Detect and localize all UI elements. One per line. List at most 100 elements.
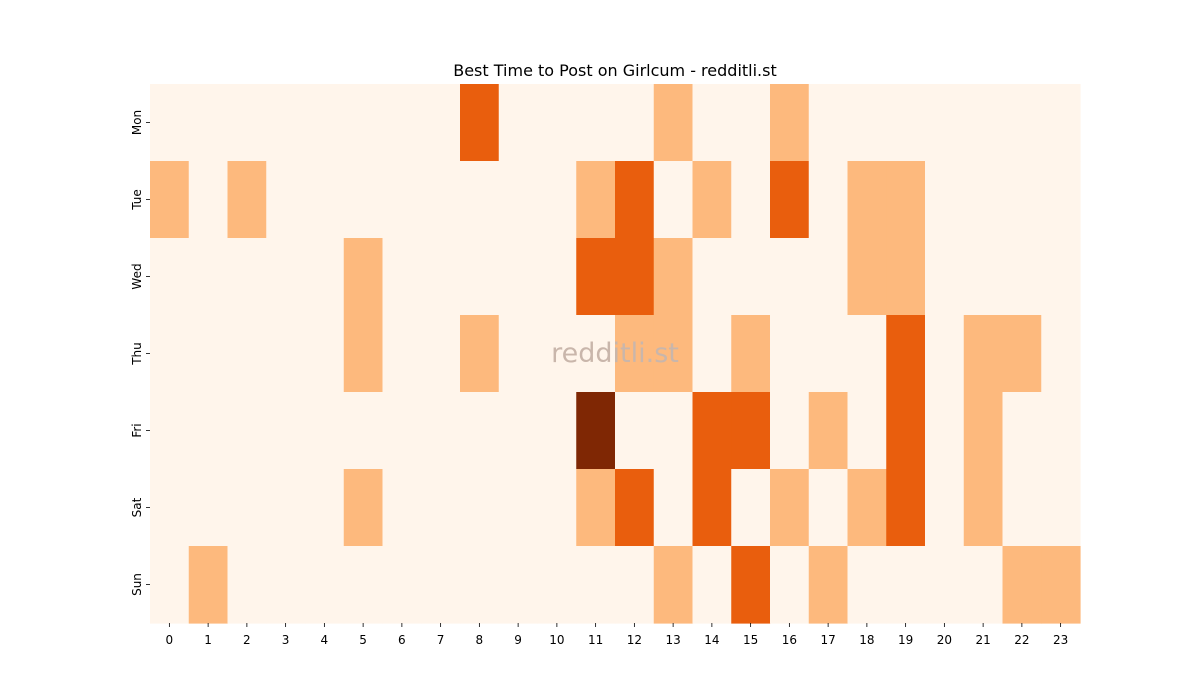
heatmap-cell-sat-17 (808, 469, 849, 547)
heatmap-cell-sat-12 (615, 469, 655, 547)
heatmap-cell-fri-18 (847, 392, 887, 470)
heatmap-cell-wed-0 (150, 238, 190, 316)
heatmap-cell-tue-17 (808, 161, 849, 239)
heatmap-cell-sun-15 (731, 546, 771, 624)
heatmap-cell-mon-3 (266, 84, 306, 162)
heatmap-cell-sat-18 (847, 469, 887, 547)
heatmap-cell-sat-11 (576, 469, 616, 547)
heatmap-cell-fri-6 (382, 392, 422, 470)
heatmap-cell-tue-12 (615, 161, 655, 239)
heatmap-cell-mon-16 (770, 84, 810, 162)
heatmap-cell-thu-7 (421, 315, 461, 393)
heatmap-cell-mon-23 (1041, 84, 1081, 162)
heatmap-cell-mon-2 (227, 84, 267, 162)
heatmap-cell-mon-12 (615, 84, 655, 162)
heatmap-cell-wed-12 (615, 238, 655, 316)
heatmap-cell-fri-9 (498, 392, 539, 470)
heatmap-cell-sun-16 (770, 546, 810, 624)
x-tick-label: 16 (782, 633, 797, 647)
heatmap-cell-thu-0 (150, 315, 190, 393)
heatmap-cell-wed-17 (808, 238, 849, 316)
heatmap-cell-sun-6 (382, 546, 422, 624)
heatmap-cell-tue-16 (770, 161, 810, 239)
heatmap-cell-sun-8 (460, 546, 500, 624)
heatmap-cell-mon-17 (808, 84, 849, 162)
heatmap-cell-mon-15 (731, 84, 771, 162)
heatmap-cell-sun-12 (615, 546, 655, 624)
x-tick-label: 8 (476, 633, 484, 647)
heatmap-cell-sat-1 (188, 469, 229, 547)
heatmap-cell-fri-22 (1002, 392, 1042, 470)
x-tick-label: 21 (975, 633, 990, 647)
heatmap-cell-sat-22 (1002, 469, 1042, 547)
heatmap-cell-tue-13 (653, 161, 694, 239)
heatmap-cell-wed-2 (227, 238, 267, 316)
heatmap-cell-wed-19 (886, 238, 926, 316)
heatmap-cell-sun-20 (925, 546, 965, 624)
x-tick-label: 9 (514, 633, 522, 647)
heatmap-cell-wed-16 (770, 238, 810, 316)
heatmap-cell-mon-19 (886, 84, 926, 162)
heatmap-cell-tue-11 (576, 161, 616, 239)
heatmap-cell-fri-21 (963, 392, 1004, 470)
heatmap-cell-mon-6 (382, 84, 422, 162)
heatmap-cell-wed-11 (576, 238, 616, 316)
x-tick-label: 23 (1053, 633, 1068, 647)
heatmap-cell-wed-13 (653, 238, 694, 316)
heatmap-cell-sat-23 (1041, 469, 1081, 547)
heatmap-cell-mon-13 (653, 84, 694, 162)
x-tick-label: 22 (1014, 633, 1029, 647)
x-tick-label: 17 (820, 633, 835, 647)
x-tick-label: 19 (898, 633, 913, 647)
y-tick-label: Sun (130, 573, 144, 596)
heatmap-cell-sat-3 (266, 469, 306, 547)
y-tick-label: Wed (130, 263, 144, 289)
heatmap-cell-thu-18 (847, 315, 887, 393)
heatmap-cell-sun-1 (188, 546, 229, 624)
heatmap-cell-wed-4 (305, 238, 345, 316)
heatmap-cell-tue-6 (382, 161, 422, 239)
heatmap-cell-wed-18 (847, 238, 887, 316)
heatmap-cell-sat-4 (305, 469, 345, 547)
heatmap-cell-tue-5 (343, 161, 384, 239)
heatmap-cell-mon-9 (498, 84, 539, 162)
heatmap-cell-fri-17 (808, 392, 849, 470)
heatmap-cell-fri-2 (227, 392, 267, 470)
heatmap-cell-wed-23 (1041, 238, 1081, 316)
heatmap-cell-thu-11 (576, 315, 616, 393)
heatmap-cell-fri-10 (537, 392, 577, 470)
heatmap-cell-sat-10 (537, 469, 577, 547)
heatmap-cell-sun-21 (963, 546, 1004, 624)
heatmap-cell-tue-22 (1002, 161, 1042, 239)
heatmap-cell-mon-10 (537, 84, 577, 162)
heatmap-cell-mon-18 (847, 84, 887, 162)
heatmap-cell-sun-3 (266, 546, 306, 624)
heatmap-cell-mon-4 (305, 84, 345, 162)
x-tick-label: 2 (243, 633, 251, 647)
heatmap-cell-wed-6 (382, 238, 422, 316)
heatmap-cell-fri-13 (653, 392, 694, 470)
heatmap-cell-thu-22 (1002, 315, 1042, 393)
heatmap-cell-sat-13 (653, 469, 694, 547)
heatmap-cell-tue-19 (886, 161, 926, 239)
heatmap-cell-thu-16 (770, 315, 810, 393)
heatmap-cell-tue-3 (266, 161, 306, 239)
heatmap-cell-fri-8 (460, 392, 500, 470)
heatmap-cell-tue-9 (498, 161, 539, 239)
heatmap-cell-tue-2 (227, 161, 267, 239)
heatmap-cell-sun-4 (305, 546, 345, 624)
heatmap-cell-wed-10 (537, 238, 577, 316)
heatmap-cell-sat-19 (886, 469, 926, 547)
heatmap-cell-thu-13 (653, 315, 694, 393)
heatmap-cell-thu-9 (498, 315, 539, 393)
heatmap-cell-sat-2 (227, 469, 267, 547)
heatmap-cell-wed-14 (692, 238, 732, 316)
x-tick-label: 10 (549, 633, 564, 647)
heatmap-cell-fri-1 (188, 392, 229, 470)
heatmap-cell-sun-22 (1002, 546, 1042, 624)
heatmap-cell-sun-19 (886, 546, 926, 624)
heatmap-cell-thu-1 (188, 315, 229, 393)
y-axis-ticks: Mon Tue Wed Thu Fri Sat Sun (130, 110, 150, 596)
x-tick-label: 7 (437, 633, 445, 647)
heatmap-cell-thu-8 (460, 315, 500, 393)
